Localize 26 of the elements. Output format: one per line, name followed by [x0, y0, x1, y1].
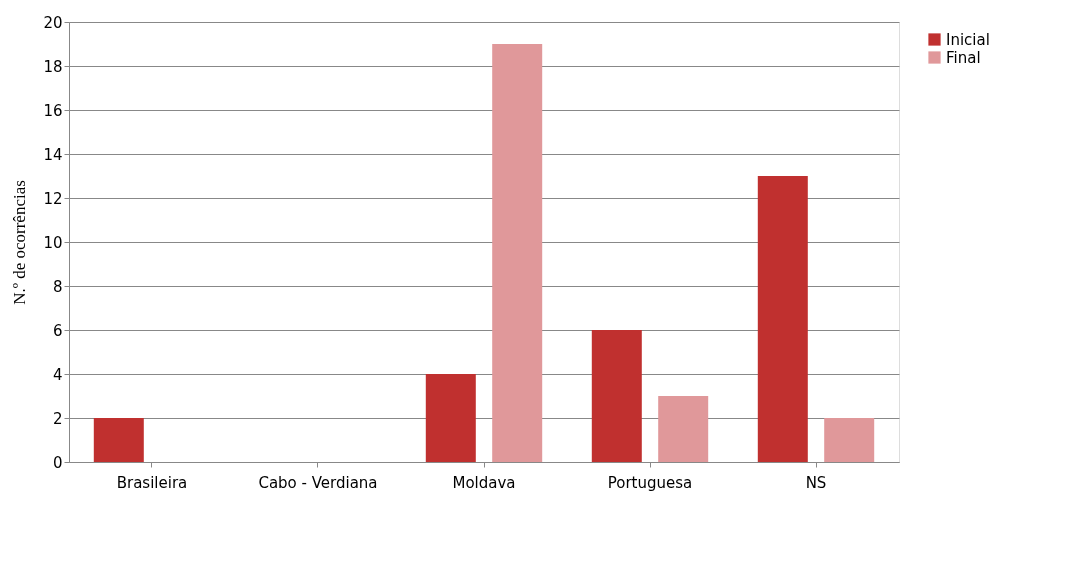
legend-label: Inicial	[946, 30, 990, 49]
bar	[824, 418, 875, 462]
bar	[93, 418, 144, 462]
y-tick-label: 12	[43, 189, 63, 208]
x-tick-label: Brasileira	[116, 473, 188, 492]
x-tick-label: Cabo - Verdiana	[258, 473, 378, 492]
bar	[591, 330, 642, 462]
x-tick-label: Portuguesa	[607, 473, 693, 492]
y-tick-label: 4	[52, 365, 63, 384]
y-axis-title: N.º de ocorrências	[10, 180, 30, 305]
bar	[492, 44, 543, 462]
legend-label: Final	[946, 48, 981, 67]
y-tick-label: 20	[43, 13, 63, 32]
y-tick-label: 16	[43, 101, 63, 120]
x-tick-label: NS	[805, 473, 827, 492]
bar	[658, 396, 709, 462]
bar	[757, 176, 808, 462]
y-tick-label: 8	[52, 277, 63, 296]
y-tick-label: 6	[52, 321, 63, 340]
x-tick-label: Moldava	[452, 473, 516, 492]
y-tick-label: 18	[43, 57, 63, 76]
y-tick-label: 10	[43, 233, 63, 252]
y-tick-label: 0	[52, 453, 63, 472]
bar	[425, 374, 476, 462]
y-tick-label: 14	[43, 145, 63, 164]
y-tick-label: 2	[52, 409, 63, 428]
